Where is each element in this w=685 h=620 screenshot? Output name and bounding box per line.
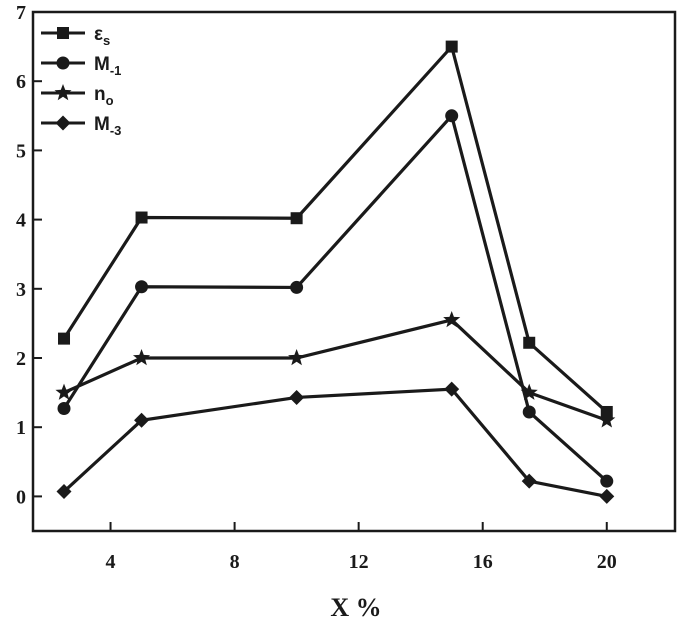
data-point: [288, 349, 306, 366]
data-point: [132, 349, 151, 366]
legend-marker: [55, 115, 71, 131]
series-2: [57, 109, 614, 488]
data-point: [520, 383, 538, 400]
x-tick-label: 4: [106, 551, 116, 573]
legend-label: εs: [94, 24, 110, 48]
legend-label: M-3: [94, 114, 121, 138]
y-tick-label: 2: [16, 348, 26, 370]
data-point: [521, 473, 537, 489]
series-line: [62, 43, 608, 414]
data-point: [135, 280, 149, 294]
data-point: [290, 280, 304, 294]
x-axis-title: X %: [330, 593, 381, 620]
y-tick-label: 0: [16, 486, 26, 508]
legend: εs M-1 no M-3: [41, 24, 121, 138]
data-point: [444, 381, 460, 397]
legend-marker: [56, 56, 70, 70]
plot-frame: [31, 10, 677, 533]
data-point: [134, 412, 150, 428]
legend-marker: [54, 84, 72, 101]
y-tick-label: 3: [16, 279, 26, 301]
series-line: [63, 318, 608, 422]
x-tick-label: 12: [349, 551, 369, 573]
series-line: [62, 387, 608, 498]
data-point: [290, 212, 303, 225]
y-axis: 0 1 2 3 4 5 6 7: [16, 2, 42, 508]
data-point: [57, 402, 71, 416]
data-point: [55, 383, 73, 400]
data-point: [523, 336, 536, 349]
x-tick-label: 8: [230, 551, 240, 573]
data-point: [58, 332, 71, 345]
data-point: [598, 411, 616, 428]
data-point: [600, 474, 614, 488]
series-group: [55, 40, 616, 504]
legend-item: εs: [41, 24, 110, 48]
data-point: [522, 405, 536, 419]
data-point: [445, 109, 459, 123]
x-tick-label: 16: [473, 551, 493, 573]
y-tick-label: 4: [16, 210, 26, 232]
series-3: [55, 310, 616, 428]
data-point: [443, 310, 461, 328]
y-tick-label: 7: [16, 2, 26, 24]
x-axis: 4 8 12 16 20: [106, 522, 617, 573]
plot-frame-border: [31, 10, 677, 533]
data-point: [135, 211, 148, 224]
series-line: [62, 112, 608, 483]
data-point: [289, 389, 305, 405]
legend-label: M-1: [94, 54, 121, 78]
legend-item: no: [41, 84, 114, 108]
y-tick-label: 1: [16, 417, 26, 439]
data-point: [599, 488, 615, 504]
y-tick-label: 5: [16, 140, 26, 162]
series-4: [56, 381, 615, 504]
data-point: [56, 484, 72, 500]
legend-item: M-1: [41, 54, 121, 78]
legend-item: M-3: [41, 114, 121, 138]
y-tick-label: 6: [16, 71, 26, 93]
legend-marker: [57, 27, 69, 39]
series-1: [58, 40, 613, 418]
legend-label: no: [94, 84, 114, 108]
data-point: [445, 40, 458, 53]
x-tick-label: 20: [597, 551, 617, 573]
